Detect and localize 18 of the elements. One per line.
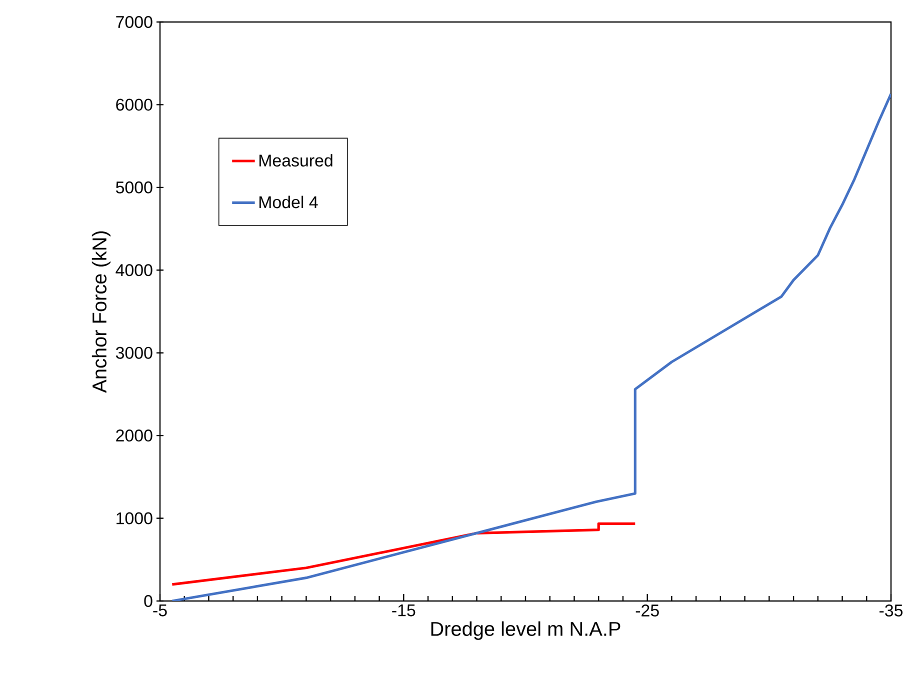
x-tick-label: -15 xyxy=(392,604,416,616)
y-tick-label: 4000 xyxy=(116,264,152,276)
y-tick-label: 1000 xyxy=(116,512,152,524)
line-series xyxy=(170,522,636,586)
y-tick-label: 5000 xyxy=(116,181,152,194)
y-axis-title: Anchor Force (kN) xyxy=(92,231,110,393)
y-tick-label: 6000 xyxy=(116,98,152,111)
y-tick-label: 7000 xyxy=(116,16,152,28)
y-tick-label: 0 xyxy=(144,594,152,607)
y-tick-label: 2000 xyxy=(116,430,152,442)
y-tick-label: 3000 xyxy=(116,346,152,359)
legend-label: Model 4 xyxy=(259,196,318,208)
x-axis-title: Dredge level m N.A.P xyxy=(431,621,620,640)
x-tick-label: -25 xyxy=(636,604,659,616)
line-series xyxy=(170,92,891,601)
x-tick-label: -5 xyxy=(153,604,167,616)
legend-label: Measured xyxy=(259,154,332,167)
x-tick-label: -35 xyxy=(880,604,903,616)
